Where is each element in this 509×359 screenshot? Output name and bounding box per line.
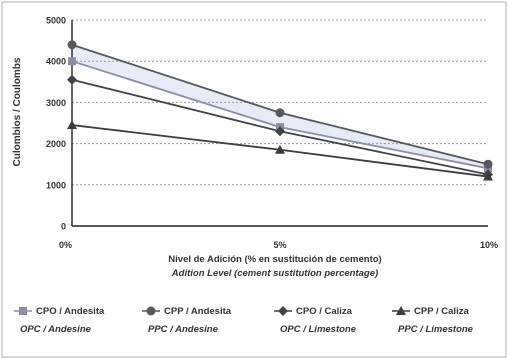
x-tick-label: 5% bbox=[273, 240, 286, 250]
data-point-series-1 bbox=[68, 57, 76, 66]
data-point-series-4 bbox=[67, 120, 77, 130]
gridlines bbox=[72, 19, 488, 186]
x-tick-label: 0% bbox=[59, 240, 72, 250]
legend-label-english: PPC / Andesine bbox=[148, 324, 219, 335]
x-tick-label: 10% bbox=[480, 240, 498, 250]
y-tick-label: 1000 bbox=[46, 180, 66, 190]
legend-marker-3 bbox=[278, 306, 288, 316]
y-tick-label: 2000 bbox=[46, 139, 66, 149]
legend-marker-1 bbox=[19, 307, 27, 315]
data-point-series-2 bbox=[483, 159, 493, 169]
andesite-band bbox=[72, 44, 488, 169]
y-tick-label: 0 bbox=[61, 222, 66, 232]
y-tick-label: 3000 bbox=[46, 98, 66, 108]
data-point-series-2 bbox=[67, 40, 77, 50]
x-axis-label: Nivel de Adición (% en sustitución de ce… bbox=[168, 254, 381, 265]
data-point-series-4 bbox=[275, 144, 285, 154]
data-point-series-3 bbox=[67, 74, 77, 85]
legend-label-english: OPC / Limestone bbox=[280, 324, 357, 335]
y-axis-label: Culombios / Coulombs bbox=[12, 57, 23, 166]
y-tick-label: 4000 bbox=[46, 57, 66, 67]
y-tick-label: 5000 bbox=[46, 16, 66, 26]
legend: CPO / Andesita OPC / Andesine CPP / Andesi… bbox=[14, 306, 474, 335]
data-point-series-2 bbox=[275, 108, 285, 118]
data-point-series-3 bbox=[275, 126, 285, 137]
legend-label: CPO / Andesita bbox=[36, 306, 105, 317]
axes: 0 1000 2000 3000 4000 5000 0% 5% 10% bbox=[46, 16, 498, 251]
data-point-series-4 bbox=[483, 171, 493, 181]
x-axis-label-english: Adition Level (cement sustitution percen… bbox=[171, 268, 378, 279]
legend-label: CPO / Caliza bbox=[296, 306, 353, 317]
legend-label-english: OPC / Andesine bbox=[20, 324, 92, 335]
legend-marker-4 bbox=[396, 306, 406, 315]
legend-label: CPP / Caliza bbox=[414, 306, 469, 317]
marker-layer bbox=[67, 40, 493, 181]
legend-label: CPP / Andesita bbox=[164, 306, 232, 317]
legend-marker-2 bbox=[146, 306, 156, 316]
legend-label-english: PPC / Limestone bbox=[398, 324, 474, 335]
band-layer bbox=[72, 44, 488, 169]
